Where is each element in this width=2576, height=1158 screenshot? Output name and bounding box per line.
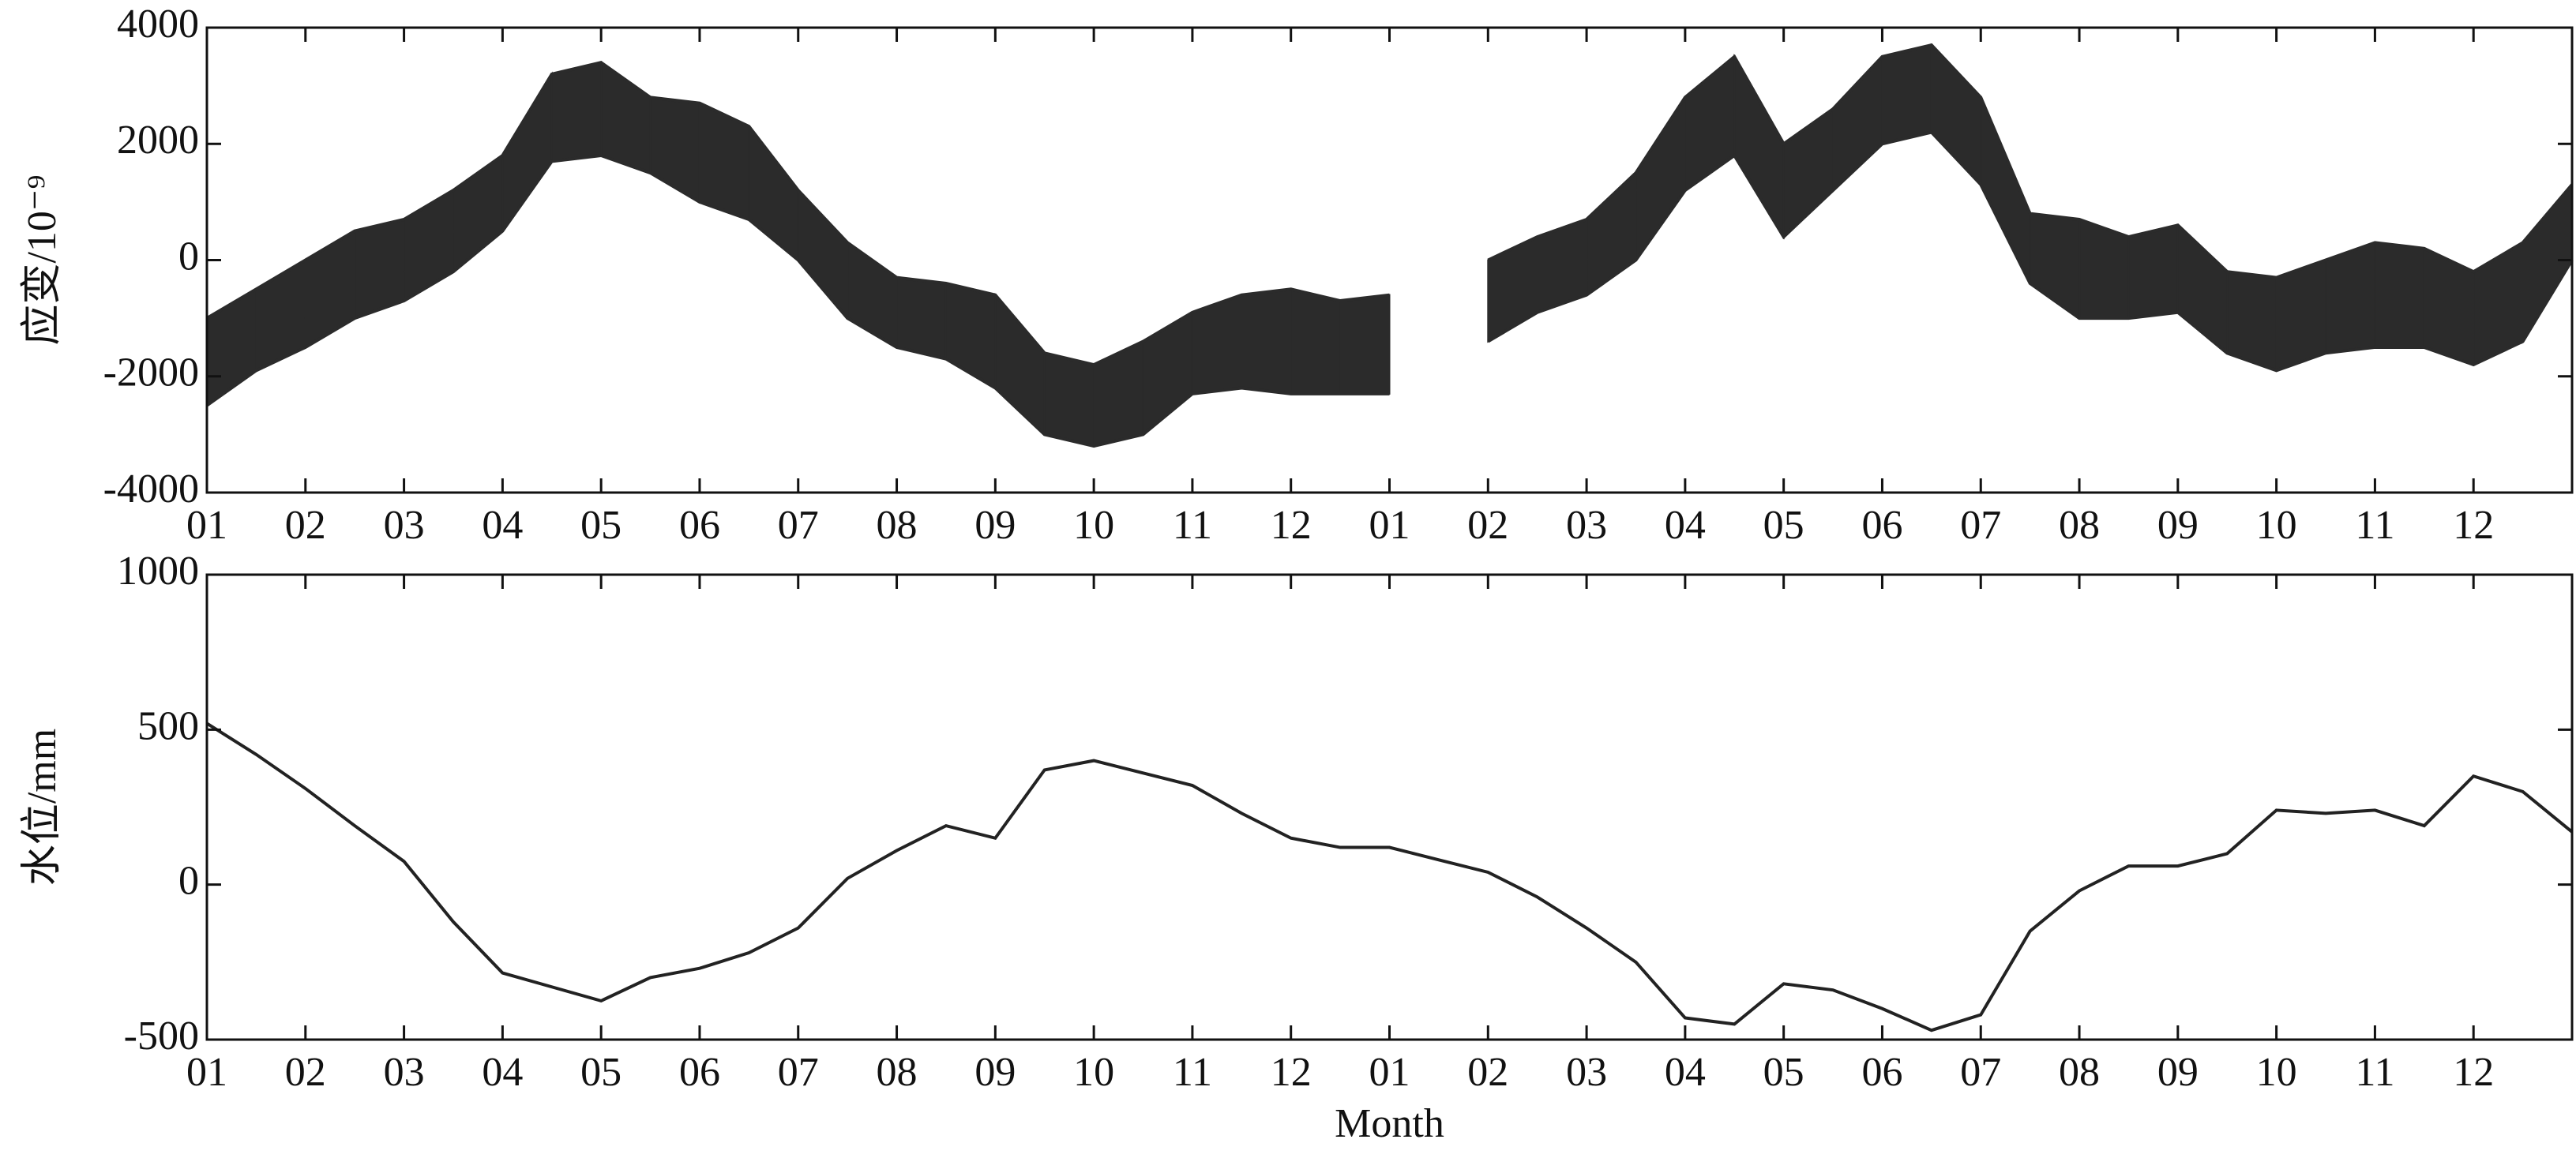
x-tick-label: 04	[1665, 1050, 1706, 1095]
x-tick-label: 04	[1665, 503, 1706, 548]
x-tick-label: 08	[2059, 503, 2100, 548]
strain-band	[501, 71, 553, 234]
strain-band	[797, 188, 849, 320]
x-tick-label: 01	[1369, 1050, 1410, 1095]
x-tick-label: 02	[1467, 1050, 1508, 1095]
strain-band	[1635, 94, 1686, 263]
x-tick-label: 04	[482, 1050, 523, 1095]
strain-band	[1930, 43, 1982, 187]
strain-band	[255, 258, 306, 372]
strain-band	[550, 61, 603, 163]
x-tick-label: 10	[2256, 1050, 2297, 1095]
x-tick-label: 08	[877, 503, 918, 548]
y-tick-label: 0	[178, 859, 199, 904]
x-tick-label: 02	[1467, 503, 1508, 548]
x-tick-label: 12	[2453, 503, 2494, 548]
y-tick-label: -4000	[103, 467, 199, 512]
x-tick-label: 06	[1861, 503, 1902, 548]
y-axis-label: 应变/10⁻⁹	[20, 174, 65, 345]
x-tick-label: 06	[1861, 1050, 1902, 1095]
strain-band	[1043, 352, 1095, 448]
water-level-line	[205, 721, 2574, 1032]
strain-band	[2275, 259, 2327, 372]
x-tick-label: 09	[974, 1050, 1016, 1095]
strain-band	[2522, 182, 2573, 345]
plot-frame	[205, 573, 2574, 1041]
x-tick-label: 11	[2355, 503, 2394, 548]
x-tick-label: 08	[2059, 1050, 2100, 1095]
strain-band	[1093, 339, 1144, 448]
strain-band	[1241, 288, 1292, 395]
strain-band	[896, 276, 947, 360]
y-tick-label: 1000	[117, 549, 199, 594]
x-tick-label: 12	[1271, 503, 1312, 548]
x-tick-label: 08	[877, 1050, 918, 1095]
x-tick-label: 09	[2157, 1050, 2199, 1095]
x-tick-label: 12	[1271, 1050, 1312, 1095]
x-tick-label: 01	[186, 503, 227, 548]
x-tick-label: 05	[580, 1050, 621, 1095]
x-tick-label: 07	[778, 1050, 819, 1095]
x-tick-label: 02	[285, 503, 326, 548]
strain-band	[1832, 54, 1883, 193]
x-tick-label: 04	[482, 503, 523, 548]
x-tick-label: 11	[2355, 1050, 2394, 1095]
y-tick-label: 2000	[117, 118, 199, 163]
strain-band	[1733, 54, 1785, 240]
strain-band	[2374, 242, 2425, 348]
strain-upper	[205, 43, 2574, 367]
x-tick-label: 06	[679, 503, 720, 548]
strain-band	[2325, 241, 2376, 354]
strain-band	[1881, 43, 1932, 145]
x-tick-label: 11	[1173, 503, 1212, 548]
strain-band	[1339, 294, 1391, 395]
x-tick-label: 07	[778, 503, 819, 548]
strain-band	[2423, 247, 2475, 366]
x-tick-label: 06	[679, 1050, 720, 1095]
x-tick-label: 10	[2256, 503, 2297, 548]
x-tick-label: 03	[384, 1050, 425, 1095]
x-tick-label: 01	[186, 1050, 227, 1095]
y-axis-label: 水位/mm	[20, 729, 65, 886]
strain-band	[304, 229, 356, 349]
x-tick-label: 07	[1960, 1050, 2001, 1095]
x-tick-label: 10	[1073, 503, 1114, 548]
x-tick-label: 09	[2157, 503, 2199, 548]
strain-band	[1980, 96, 2031, 284]
x-tick-label: 03	[1566, 503, 1607, 548]
strain-band	[403, 189, 454, 302]
x-tick-label: 09	[974, 503, 1016, 548]
strain-band	[698, 102, 750, 221]
x-tick-label: 01	[1369, 503, 1410, 548]
x-tick-label: 05	[1763, 503, 1804, 548]
y-tick-label: 0	[178, 234, 199, 279]
strain-band	[1290, 288, 1342, 395]
x-tick-label: 11	[1173, 1050, 1212, 1095]
x-axis-label: Month	[1335, 1101, 1444, 1146]
strain-lower	[205, 130, 2574, 448]
x-tick-label: 02	[285, 1050, 326, 1095]
x-tick-label: 03	[1566, 1050, 1607, 1095]
x-tick-label: 07	[1960, 503, 2001, 548]
strain-band	[994, 292, 1046, 437]
y-tick-label: -500	[124, 1014, 199, 1059]
y-tick-label: -2000	[103, 350, 199, 395]
x-tick-label: 10	[1073, 1050, 1114, 1095]
x-tick-label: 12	[2453, 1050, 2494, 1095]
strain-band	[2127, 224, 2179, 320]
x-tick-label: 05	[1763, 1050, 1804, 1095]
y-tick-label: 4000	[117, 2, 199, 47]
y-tick-label: 500	[137, 703, 199, 748]
x-tick-label: 03	[384, 503, 425, 548]
x-tick-label: 05	[580, 503, 621, 548]
